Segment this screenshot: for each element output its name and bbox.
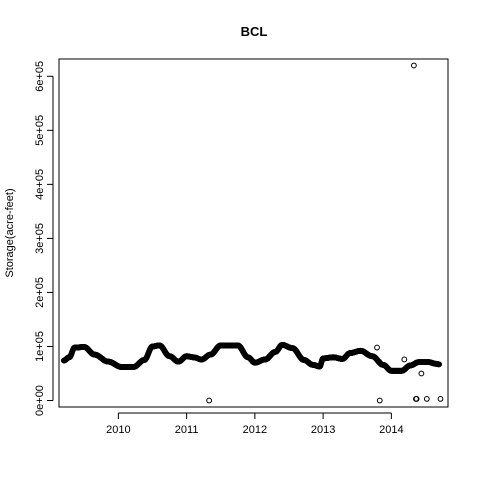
outlier-point (413, 395, 420, 402)
x-tick-label: 2012 (243, 424, 267, 436)
outlier-point (374, 344, 380, 351)
outlier-point (376, 397, 383, 404)
outlier-point (410, 62, 417, 69)
y-tick-label: 5e+05 (34, 115, 46, 146)
data-points (60, 62, 444, 404)
y-tick-label: 3e+05 (34, 223, 46, 254)
y-tick-label: 0e+00 (34, 385, 46, 416)
y-axis-label: Storage(acre-feet) (4, 188, 16, 277)
data-point (436, 361, 443, 368)
x-axis: 2010 2011 2012 2013 2014 (106, 412, 404, 436)
y-tick-label: 4e+05 (34, 169, 46, 200)
y-tick-label: 1e+05 (34, 331, 46, 362)
plot-frame (58, 58, 449, 408)
x-tick-label: 2010 (106, 424, 130, 436)
outlier-point (423, 395, 430, 402)
outlier-point (418, 370, 425, 377)
y-tick-label: 2e+05 (34, 277, 46, 308)
x-tick-label: 2014 (379, 424, 403, 436)
y-tick-label: 6e+05 (34, 61, 46, 92)
y-axis: 0e+00 1e+05 2e+05 3e+05 4e+05 5e+05 6e+05 (34, 61, 54, 416)
outlier-point (376, 358, 382, 365)
x-tick-label: 2013 (311, 424, 335, 436)
outlier-point (437, 395, 444, 402)
outlier-point (206, 397, 213, 404)
x-tick-label: 2011 (175, 424, 199, 436)
chart-title: BCL (241, 24, 268, 39)
outlier-point (401, 356, 408, 363)
